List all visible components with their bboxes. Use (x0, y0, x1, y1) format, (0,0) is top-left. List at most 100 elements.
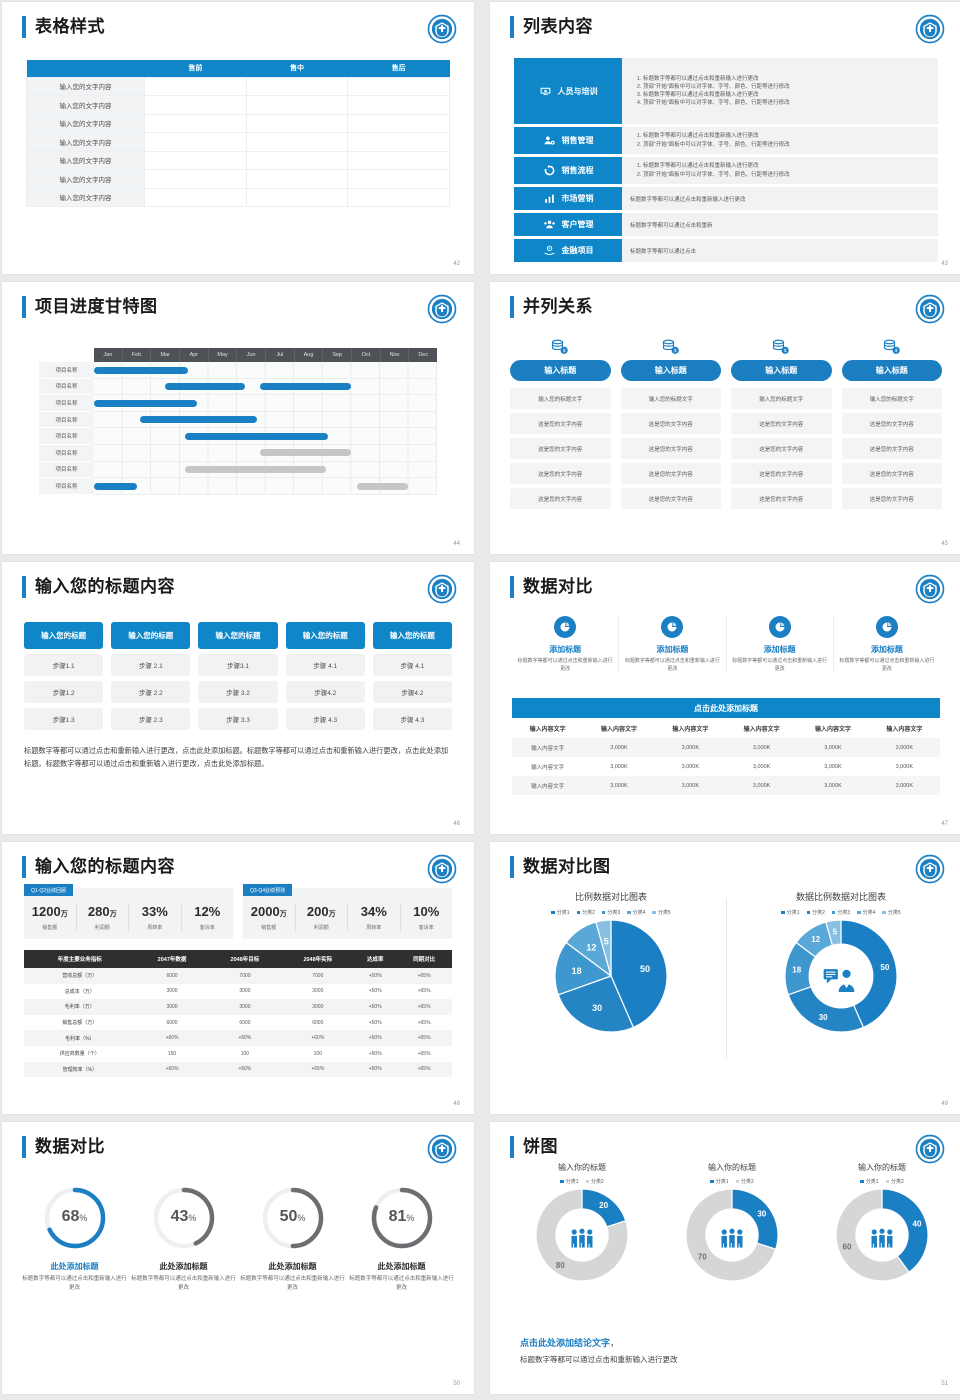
legend-item: 分类2 (735, 1178, 754, 1185)
parallel-cell[interactable]: 输入您的标题文字 (731, 388, 832, 409)
table-header-cell: 达成率 (354, 950, 397, 968)
table-cell: 3,000K (725, 776, 798, 795)
donut-chart-block: 输入你的标题 分类1 分类2 30 70 (658, 1162, 806, 1281)
list-item[interactable]: 销售管理 标题数字等都可以通过点击和重新输入进行更改 顶部“开始”面板中可以对字… (514, 127, 938, 154)
step-cell[interactable]: 步骤 4.1 (285, 654, 365, 676)
pie-slice-label: 60 (843, 1242, 852, 1251)
slide-47[interactable]: 数据对比 添加标题 标题数字等都可以通过点击和重新输入进行更改 添加标题 标题数字等都… (490, 562, 960, 834)
legend-label: 分类2 (591, 1179, 604, 1185)
step-cell[interactable]: 步骤 4.3 (372, 708, 453, 730)
parallel-column-head[interactable]: 输入标题 (620, 360, 721, 381)
slide-48[interactable]: 输入您的标题内容 Q1-Q2业绩回顾 1200万 销售额 280万 利润额 33% 周转率 1… (2, 842, 474, 1114)
step-cell[interactable]: 步骤4.2 (372, 681, 453, 703)
list-item[interactable]: ¥ 金融项目 标题数字等都可以通过点击 (514, 239, 938, 262)
step-column-head[interactable]: 输入您的标题 (372, 622, 453, 649)
parallel-column-head[interactable]: 输入标题 (510, 360, 611, 381)
parallel-cell[interactable]: 这是您的文字内容 (620, 438, 721, 459)
bullet: 标题数字等都可以通过点击和重新输入进行更改 (643, 162, 930, 170)
parallel-cell[interactable]: 这是您的文字内容 (841, 413, 942, 434)
parallel-cell[interactable]: 这是您的文字内容 (841, 463, 942, 484)
parallel-cell[interactable]: 输入您的标题文字 (841, 388, 942, 409)
list-item-button[interactable]: 客户管理 (514, 213, 622, 236)
step-column-head[interactable]: 输入您的标题 (198, 622, 278, 649)
donut-chart: 40 60 (808, 1189, 956, 1281)
legend-swatch (601, 910, 606, 915)
ring-title: 此处添加标题 (268, 1262, 317, 1271)
list-item-button[interactable]: 销售管理 (514, 127, 622, 154)
step-cell[interactable]: 步骤 4.1 (372, 654, 453, 676)
table-cell: 3,000K (895, 763, 914, 770)
step-cell[interactable]: 步骤 3.2 (198, 681, 278, 703)
step-cell[interactable]: 步骤4.2 (285, 681, 365, 703)
parallel-cell[interactable]: 这是您的文字内容 (620, 463, 721, 484)
list-item[interactable]: 销售流程 标题数字等都可以通过点击和重新输入进行更改 顶部“开始”面板中可以对字… (514, 157, 938, 184)
parallel-cell[interactable]: 这是您的文字内容 (620, 413, 721, 434)
list-item-button[interactable]: 人员与培训 (514, 58, 622, 124)
table-cell: 毛利率（万） (24, 999, 136, 1015)
slide-49[interactable]: 数据对比图 比例数据对比图表 分类1 分类2 分类3 分类4 分类5 50 30 18 12 5… (490, 842, 960, 1114)
table-cell: +60% (135, 1030, 209, 1046)
step-cell[interactable]: 步骤 2.2 (111, 681, 191, 703)
card-desc: 标题数字等都可以通过点击和重新输入进行更改 (517, 658, 613, 672)
slide-44[interactable]: 项目进度甘特图 Jan Feb Mar Apr May Jun Jul Aug … (2, 282, 474, 554)
parallel-cell[interactable]: 输入您的标题文字 (510, 388, 611, 409)
step-cell[interactable]: 步骤 3.3 (198, 708, 278, 730)
parallel-column-head[interactable]: 输入标题 (841, 360, 942, 381)
parallel-cell[interactable]: 这是您的文字内容 (510, 438, 611, 459)
parallel-column-head[interactable]: 输入标题 (731, 360, 832, 381)
list-item-button[interactable]: 市场营销 (514, 187, 622, 210)
slide-42[interactable]: 表格样式 售前 售中 售后 输入您的文字内容 输入您的文字内容 输入您的文字内容… (2, 2, 474, 274)
parallel-cell[interactable]: 这是您的文字内容 (731, 438, 832, 459)
slide-43[interactable]: 列表内容 人员与培训 标题数字等都可以通过点击和重新输入进行 (490, 2, 960, 274)
parallel-cell[interactable]: 这是您的文字内容 (731, 463, 832, 484)
gantt-row-track (94, 378, 437, 396)
data-card[interactable]: 添加标题 标题数字等都可以通过点击和重新输入进行更改 (619, 616, 727, 673)
presenter-icon (823, 969, 855, 993)
parallel-cell[interactable]: 这是您的文字内容 (620, 488, 721, 509)
kpi-value: 10% (413, 904, 440, 919)
slide-46[interactable]: 输入您的标题内容 输入您的标题 步骤1.1 步骤1.2 步骤1.3 输入您的标题 步骤 2… (2, 562, 474, 834)
gantt-row-label: 项目名称 (39, 461, 94, 479)
step-cell[interactable]: 步骤1.1 (24, 654, 104, 676)
step-cell[interactable]: 步骤 2.3 (111, 708, 191, 730)
parallel-cell[interactable]: 这是您的文字内容 (841, 438, 942, 459)
slide-51[interactable]: 饼图 输入你的标题 分类1 分类2 20 80 输入你的标题 分类1 分类2 30 70 输入你的标… (490, 1122, 960, 1394)
title-accent-bar (22, 16, 26, 38)
parallel-cell[interactable]: 这是您的文字内容 (510, 413, 611, 434)
parallel-cell[interactable]: 这是您的文字内容 (510, 488, 611, 509)
data-card[interactable]: 添加标题 标题数字等都可以通过点击和重新输入进行更改 (512, 616, 620, 673)
slide-50[interactable]: 数据对比 68% 此处添加标题 标题数字等都可以通过点击和重新输入进行更改 43% 此处… (2, 1122, 474, 1394)
step-cell[interactable]: 步骤 2.1 (111, 654, 191, 676)
data-card[interactable]: 添加标题 标题数字等都可以通过点击和重新输入进行更改 (834, 616, 940, 673)
cell (245, 132, 349, 152)
step-column-head[interactable]: 输入您的标题 (285, 622, 365, 649)
list-item-label: 销售流程 (561, 166, 594, 175)
pie-icon (875, 616, 898, 638)
month-label: Sep (323, 348, 353, 362)
list-item[interactable]: 市场营销 标题数字等都可以通过点击和重新输入进行更改 (514, 187, 938, 210)
parallel-cell[interactable]: 这是您的文字内容 (510, 463, 611, 484)
legend-swatch (560, 1179, 564, 1184)
step-column-head[interactable]: 输入您的标题 (111, 622, 191, 649)
table-cell: +65% (396, 999, 452, 1015)
bullet: 顶部“开始”面板中可以对字体、字号、颜色、行距等进行修改 (643, 171, 930, 179)
parallel-cell[interactable]: 这是您的文字内容 (841, 488, 942, 509)
list-item[interactable]: 人员与培训 标题数字等都可以通过点击和重新输入进行更改 顶部“开始”面板中可以对… (514, 58, 938, 124)
step-cell[interactable]: 步骤1.2 (24, 681, 104, 703)
step-cell[interactable]: 步骤1.3 (24, 708, 104, 730)
step-cell[interactable]: 步骤3.1 (198, 654, 278, 676)
ring-title: 此处添加标题 (50, 1262, 99, 1271)
legend-label: 分类3 (837, 910, 851, 916)
parallel-cell[interactable]: 输入您的标题文字 (620, 388, 721, 409)
parallel-cell[interactable]: 这是您的文字内容 (731, 413, 832, 434)
step-column-head[interactable]: 输入您的标题 (24, 622, 104, 649)
data-card[interactable]: 添加标题 标题数字等都可以通过点击和重新输入进行更改 (727, 616, 834, 673)
parallel-cell[interactable]: 这是您的文字内容 (731, 488, 832, 509)
slide-45[interactable]: 并列关系 $ 输入标题 输入您的标题文字 这是您的文字内容 这是您的文字内容 这是您的文字… (490, 282, 960, 554)
list-item-button[interactable]: ¥ 金融项目 (514, 239, 622, 262)
list-item[interactable]: 客户管理 标题数字等都可以通过点击和重新 (514, 213, 938, 236)
table-row: 输入您的文字内容 (26, 132, 450, 152)
step-cell[interactable]: 步骤 4.3 (285, 708, 365, 730)
donut-chart-block: 输入你的标题 分类1 分类2 20 80 (508, 1162, 656, 1281)
list-item-button[interactable]: 销售流程 (514, 157, 622, 184)
